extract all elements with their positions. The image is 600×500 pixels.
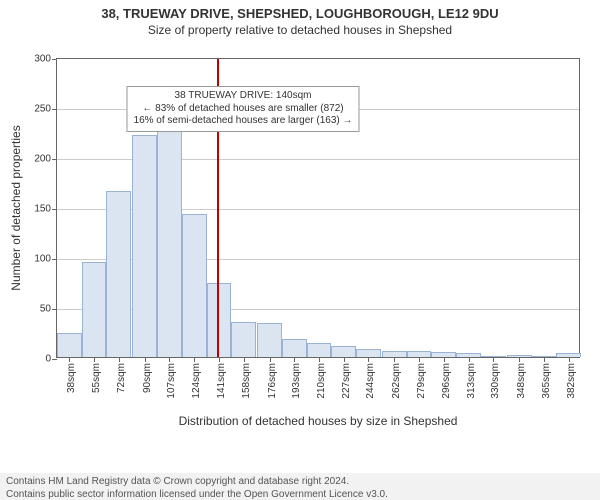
x-tick-label: 90sqm bbox=[142, 363, 153, 393]
x-tick-label: 193sqm bbox=[291, 363, 302, 399]
x-tick-mark bbox=[94, 357, 95, 362]
x-tick-mark bbox=[519, 357, 520, 362]
x-tick-mark bbox=[294, 357, 295, 362]
page-subtitle: Size of property relative to detached ho… bbox=[0, 23, 600, 37]
x-tick-label: 176sqm bbox=[267, 363, 278, 399]
x-tick-label: 227sqm bbox=[341, 363, 352, 399]
y-tick-mark bbox=[52, 309, 57, 310]
x-tick-mark bbox=[469, 357, 470, 362]
y-tick-mark bbox=[52, 159, 57, 160]
y-tick-mark bbox=[52, 59, 57, 60]
x-tick-label: 279sqm bbox=[416, 363, 427, 399]
x-tick-label: 72sqm bbox=[116, 363, 127, 393]
x-tick-mark bbox=[368, 357, 369, 362]
x-tick-label: 296sqm bbox=[441, 363, 452, 399]
histogram-bar bbox=[157, 121, 182, 357]
x-tick-label: 158sqm bbox=[241, 363, 252, 399]
footer-line-2: Contains public sector information licen… bbox=[6, 489, 594, 500]
y-axis-label: Number of detached properties bbox=[9, 125, 23, 290]
footer: Contains HM Land Registry data © Crown c… bbox=[0, 473, 600, 500]
plot-area: 05010015020025030038sqm55sqm72sqm90sqm10… bbox=[56, 58, 580, 358]
x-tick-mark bbox=[169, 357, 170, 362]
x-tick-label: 244sqm bbox=[365, 363, 376, 399]
x-tick-mark bbox=[119, 357, 120, 362]
x-tick-label: 330sqm bbox=[490, 363, 501, 399]
histogram-bar bbox=[82, 262, 107, 357]
x-tick-mark bbox=[145, 357, 146, 362]
histogram-bar bbox=[57, 333, 82, 357]
histogram-bar bbox=[182, 214, 207, 357]
histogram-bar bbox=[106, 191, 131, 357]
x-tick-label: 55sqm bbox=[91, 363, 102, 393]
x-tick-label: 262sqm bbox=[391, 363, 402, 399]
y-tick-mark bbox=[52, 259, 57, 260]
x-tick-mark bbox=[493, 357, 494, 362]
x-tick-label: 210sqm bbox=[316, 363, 327, 399]
footer-line-1: Contains HM Land Registry data © Crown c… bbox=[6, 476, 594, 489]
x-tick-mark bbox=[319, 357, 320, 362]
x-tick-mark bbox=[569, 357, 570, 362]
x-axis-label: Distribution of detached houses by size … bbox=[179, 414, 458, 428]
x-tick-label: 141sqm bbox=[216, 363, 227, 399]
x-tick-label: 382sqm bbox=[566, 363, 577, 399]
histogram-bar bbox=[356, 349, 381, 357]
histogram-bar bbox=[132, 135, 157, 357]
x-tick-label: 348sqm bbox=[516, 363, 527, 399]
histogram-bar bbox=[231, 322, 256, 357]
x-tick-label: 365sqm bbox=[541, 363, 552, 399]
annotation-line: 16% of semi-detached houses are larger (… bbox=[134, 115, 353, 128]
histogram-bar bbox=[257, 323, 282, 357]
x-tick-mark bbox=[219, 357, 220, 362]
chart-container: 38, TRUEWAY DRIVE, SHEPSHED, LOUGHBOROUG… bbox=[0, 6, 600, 500]
x-tick-label: 38sqm bbox=[66, 363, 77, 393]
x-tick-mark bbox=[344, 357, 345, 362]
y-tick-mark bbox=[52, 209, 57, 210]
annotation-line: 38 TRUEWAY DRIVE: 140sqm bbox=[134, 90, 353, 103]
x-tick-label: 107sqm bbox=[166, 363, 177, 399]
x-tick-mark bbox=[444, 357, 445, 362]
x-tick-label: 124sqm bbox=[191, 363, 202, 399]
annotation-box: 38 TRUEWAY DRIVE: 140sqm← 83% of detache… bbox=[127, 86, 360, 132]
x-tick-mark bbox=[544, 357, 545, 362]
x-tick-mark bbox=[69, 357, 70, 362]
x-tick-mark bbox=[244, 357, 245, 362]
x-tick-mark bbox=[194, 357, 195, 362]
x-tick-mark bbox=[394, 357, 395, 362]
x-tick-mark bbox=[270, 357, 271, 362]
y-tick-mark bbox=[52, 359, 57, 360]
y-tick-mark bbox=[52, 109, 57, 110]
histogram-bar bbox=[282, 339, 307, 357]
annotation-line: ← 83% of detached houses are smaller (87… bbox=[134, 103, 353, 116]
histogram-bar bbox=[331, 346, 356, 357]
x-tick-label: 313sqm bbox=[466, 363, 477, 399]
histogram-bar bbox=[307, 343, 332, 357]
x-tick-mark bbox=[419, 357, 420, 362]
page-title: 38, TRUEWAY DRIVE, SHEPSHED, LOUGHBOROUG… bbox=[0, 6, 600, 21]
chart-region: Number of detached properties 0501001502… bbox=[0, 48, 600, 448]
